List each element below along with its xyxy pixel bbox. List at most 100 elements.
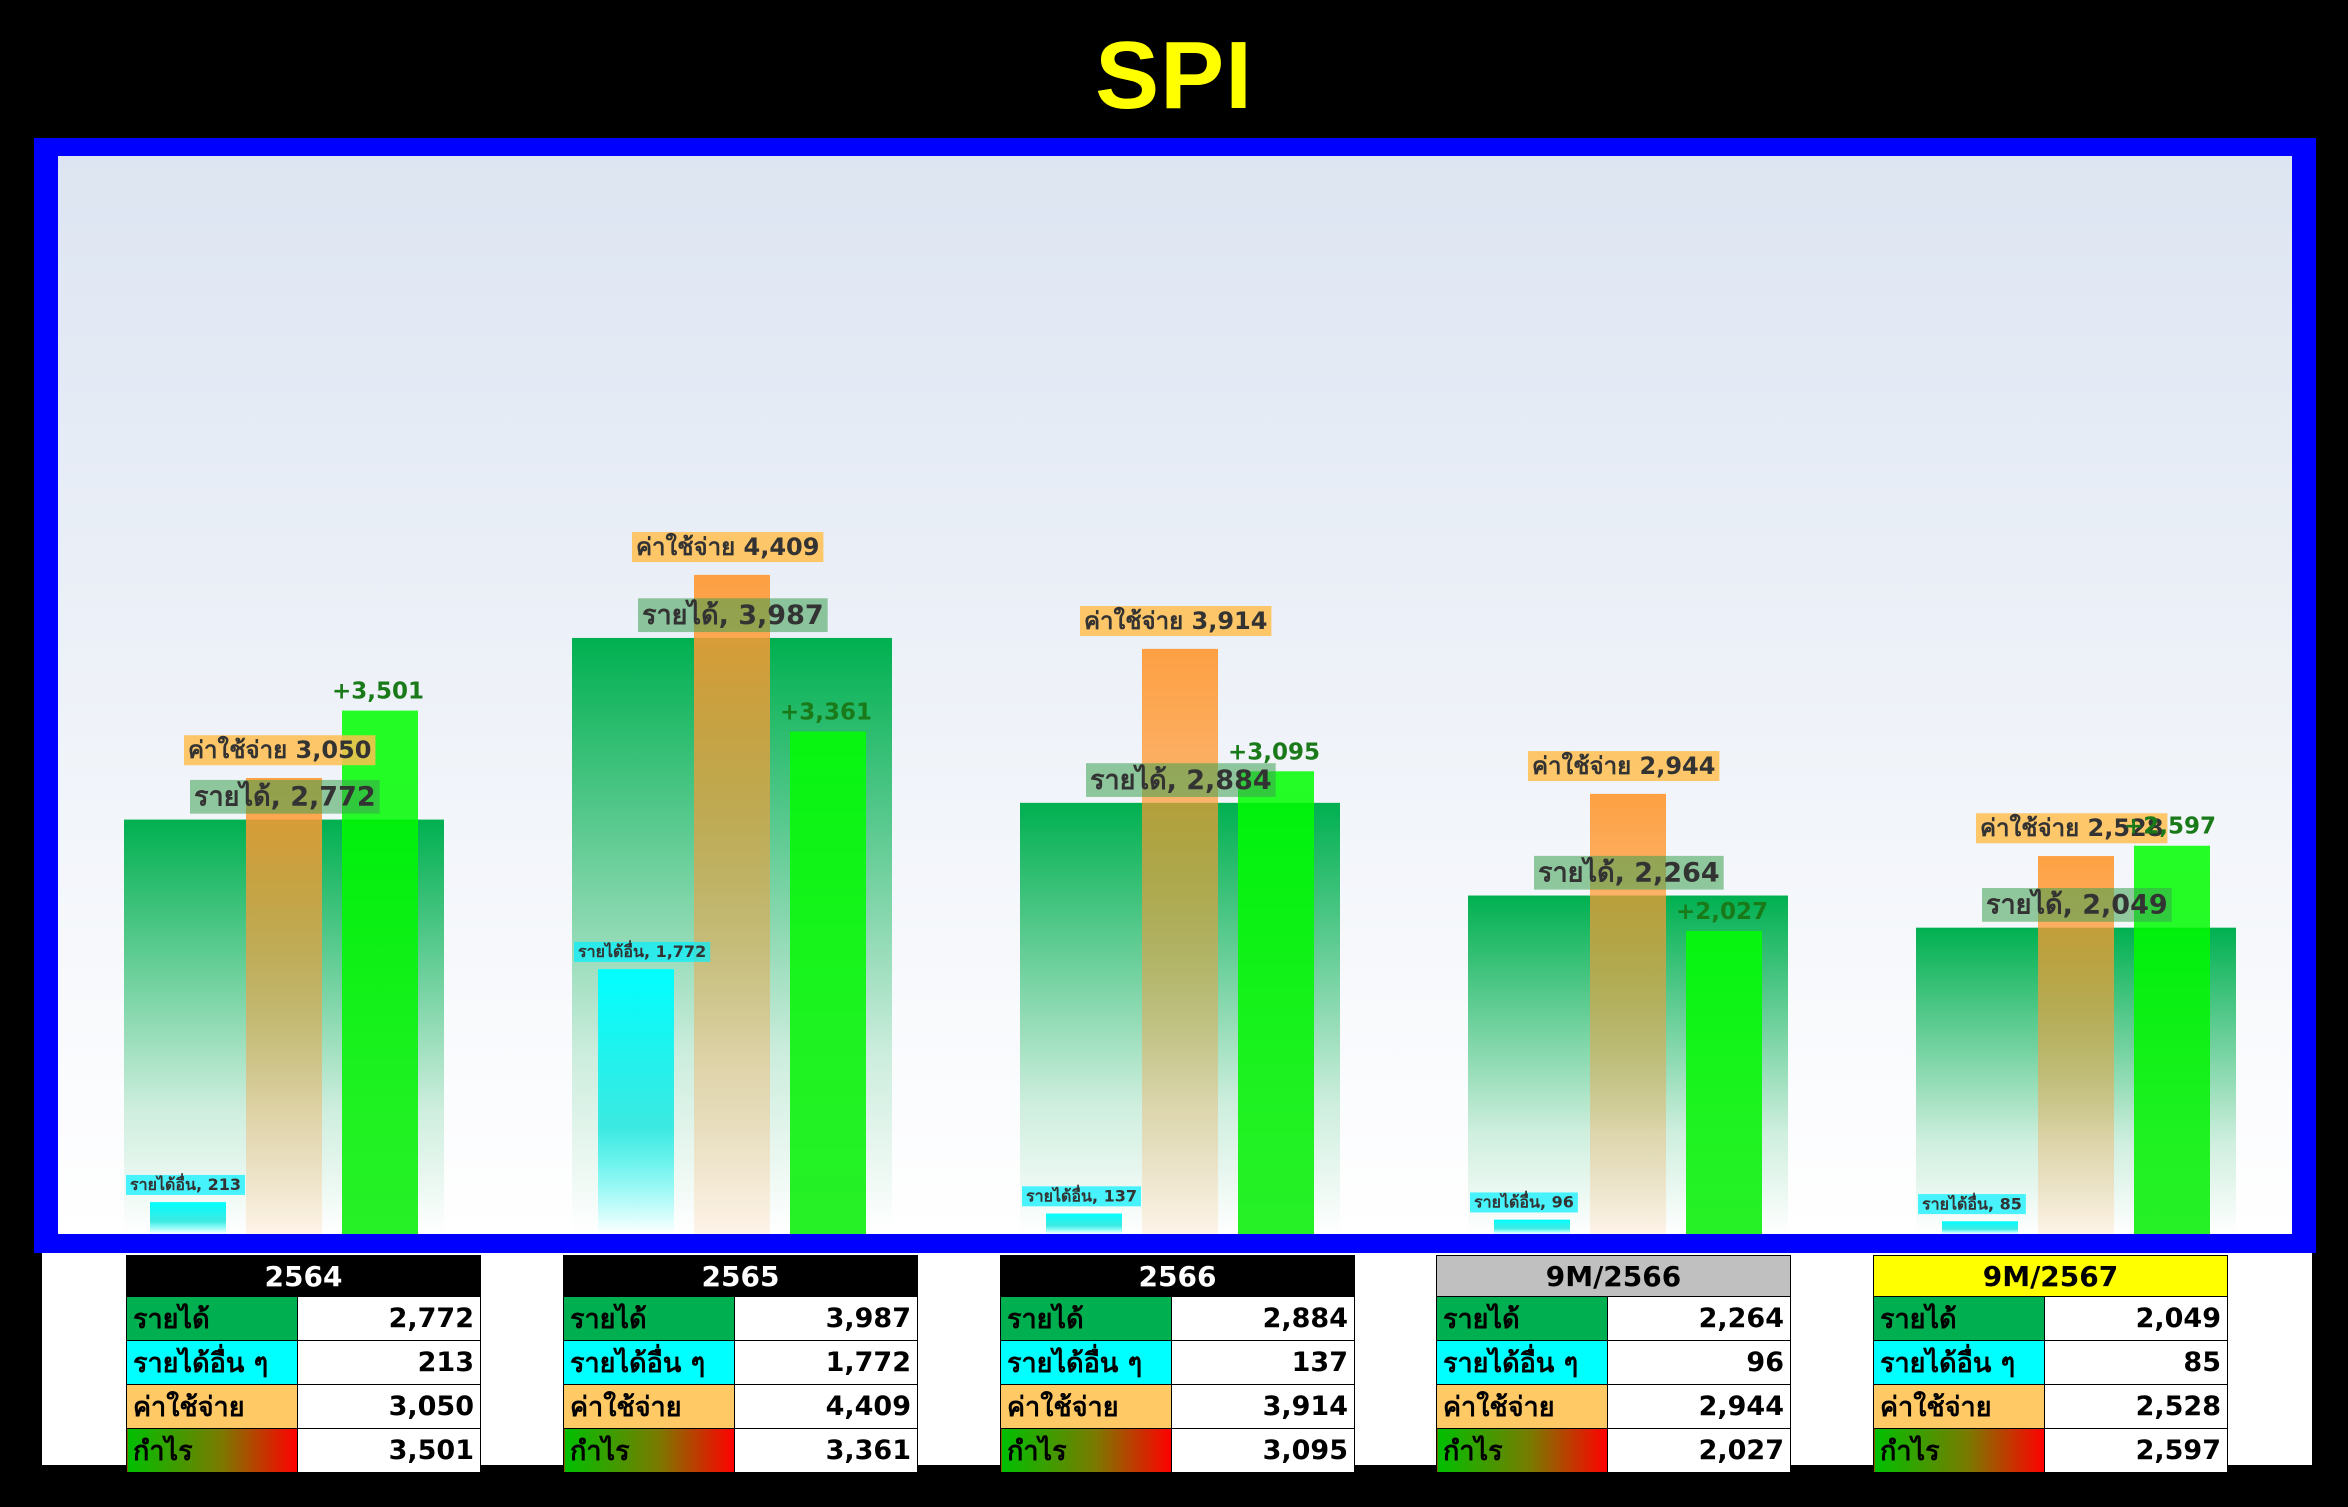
table-row: รายได้อื่น ๆ 1,772	[563, 1340, 918, 1385]
row-value: 3,914	[1171, 1384, 1355, 1429]
bar-chart: รายได้, 2,772 ค่าใช้จ่าย 3,050 รายได้อื่น,…	[58, 156, 2292, 1234]
row-label: กำไร	[1436, 1428, 1608, 1473]
profit-bar	[1238, 771, 1314, 1234]
other-income-data-label: รายได้อื่น, 137	[1026, 1185, 1137, 1206]
row-value: 2,528	[2044, 1384, 2228, 1429]
table-row: ค่าใช้จ่าย 3,914	[1000, 1384, 1355, 1429]
other-income-bar	[1046, 1213, 1122, 1234]
expense-data-label-bg	[1080, 606, 1272, 637]
profit-bar	[1686, 930, 1762, 1234]
summary-table: 2564 รายได้ 2,772 รายได้อื่น ๆ 213 ค่าใช้จ่าย…	[126, 1255, 481, 1473]
table-header: 2566	[1000, 1255, 1355, 1297]
row-label: ค่าใช้จ่าย	[126, 1384, 298, 1429]
row-label: กำไร	[1873, 1428, 2045, 1473]
expense-data-label: ค่าใช้จ่าย 3,050	[188, 735, 371, 764]
profit-data-label: +3,095	[1228, 739, 1320, 765]
table-row: กำไร 3,361	[563, 1428, 918, 1473]
other-income-data-label: รายได้อื่น, 213	[130, 1173, 241, 1194]
revenue-data-label-bg	[1982, 888, 2172, 922]
chart-frame: รายได้, 2,772 ค่าใช้จ่าย 3,050 รายได้อื่น,…	[34, 138, 2316, 1253]
expense-data-label-bg	[1528, 751, 1720, 782]
table-row: รายได้อื่น ๆ 85	[1873, 1340, 2228, 1385]
expense-bar	[694, 574, 770, 1234]
row-value: 3,361	[734, 1428, 918, 1473]
row-label: รายได้อื่น ๆ	[1000, 1340, 1172, 1385]
table-row: รายได้อื่น ๆ 213	[126, 1340, 481, 1385]
table-row: กำไร 2,027	[1436, 1428, 1791, 1473]
row-value: 213	[297, 1340, 481, 1385]
profit-data-label: +3,361	[780, 700, 872, 726]
row-label: ค่าใช้จ่าย	[1000, 1384, 1172, 1429]
revenue-data-label-bg	[1534, 855, 1724, 890]
expense-bar	[1142, 648, 1218, 1234]
table-row: รายได้ 2,884	[1000, 1296, 1355, 1341]
row-label: กำไร	[1000, 1428, 1172, 1473]
other-income-data-label: รายได้อื่น, 85	[1922, 1192, 2022, 1213]
table-row: รายได้ 2,264	[1436, 1296, 1791, 1341]
row-label: รายได้อื่น ๆ	[563, 1340, 735, 1385]
table-row: ค่าใช้จ่าย 3,050	[126, 1384, 481, 1429]
revenue-data-label-bg	[190, 779, 380, 814]
profit-data-label: +2,027	[1676, 899, 1768, 925]
expense-data-label-bg	[632, 532, 824, 563]
row-value: 96	[1607, 1340, 1791, 1385]
table-row: รายได้ 3,987	[563, 1296, 918, 1341]
row-label: รายได้	[1873, 1296, 2045, 1341]
summary-tables: 2564 รายได้ 2,772 รายได้อื่น ๆ 213 ค่าใช้จ่าย…	[42, 1253, 2312, 1473]
expense-bar	[246, 778, 322, 1234]
other-income-data-label-bg	[126, 1174, 245, 1195]
row-label: ค่าใช้จ่าย	[563, 1384, 735, 1429]
expense-data-label: ค่าใช้จ่าย 4,409	[636, 532, 819, 561]
row-value: 3,501	[297, 1428, 481, 1473]
table-row: กำไร 3,501	[126, 1428, 481, 1473]
row-value: 3,050	[297, 1384, 481, 1429]
other-income-data-label: รายได้อื่น, 1,772	[578, 940, 706, 961]
expense-data-label: ค่าใช้จ่าย 2,528	[1980, 813, 2163, 842]
summary-table: 9M/2566 รายได้ 2,264 รายได้อื่น ๆ 96 ค่าใช้จ่…	[1436, 1255, 1791, 1473]
revenue-data-label-bg	[1086, 763, 1276, 797]
table-header: 2564	[126, 1255, 481, 1297]
expense-data-label-bg	[1976, 813, 2168, 844]
expense-data-label: ค่าใช้จ่าย 2,944	[1532, 751, 1715, 780]
profit-bar	[790, 731, 866, 1234]
row-label: รายได้	[1000, 1296, 1172, 1341]
other-income-bar	[1494, 1219, 1570, 1234]
other-income-bar	[150, 1202, 226, 1234]
table-row: รายได้อื่น ๆ 96	[1436, 1340, 1791, 1385]
table-header: 9M/2566	[1436, 1255, 1791, 1297]
row-value: 4,409	[734, 1384, 918, 1429]
row-label: รายได้อื่น ๆ	[126, 1340, 298, 1385]
revenue-data-label: รายได้, 2,884	[1090, 764, 1272, 796]
table-row: รายได้ 2,049	[1873, 1296, 2228, 1341]
table-row: รายได้ 2,772	[126, 1296, 481, 1341]
row-value: 2,264	[1607, 1296, 1791, 1341]
other-income-bar	[1942, 1221, 2018, 1234]
summary-table: 2565 รายได้ 3,987 รายได้อื่น ๆ 1,772 ค่าใช้จ่…	[563, 1255, 918, 1473]
other-income-data-label-bg	[1022, 1186, 1141, 1207]
revenue-data-label: รายได้, 2,264	[1538, 857, 1720, 889]
row-label: รายได้	[1436, 1296, 1608, 1341]
row-value: 85	[2044, 1340, 2228, 1385]
revenue-data-label-bg	[638, 598, 828, 633]
row-label: รายได้	[563, 1296, 735, 1341]
row-value: 2,049	[2044, 1296, 2228, 1341]
row-value: 2,884	[1171, 1296, 1355, 1341]
table-header: 9M/2567	[1873, 1255, 2228, 1297]
row-value: 2,027	[1607, 1428, 1791, 1473]
revenue-data-label: รายได้, 2,049	[1986, 889, 2168, 921]
revenue-data-label: รายได้, 3,987	[642, 599, 824, 631]
row-label: กำไร	[126, 1428, 298, 1473]
summary-table: 9M/2567 รายได้ 2,049 รายได้อื่น ๆ 85 ค่าใช้จ่…	[1873, 1255, 2228, 1473]
row-label: ค่าใช้จ่าย	[1873, 1384, 2045, 1429]
row-label: รายได้อื่น ๆ	[1873, 1340, 2045, 1385]
chart-marks: รายได้, 2,772 ค่าใช้จ่าย 3,050 รายได้อื่น,…	[124, 532, 2236, 1234]
table-row: ค่าใช้จ่าย 4,409	[563, 1384, 918, 1429]
row-label: ค่าใช้จ่าย	[1436, 1384, 1608, 1429]
other-income-data-label: รายได้อื่น, 96	[1474, 1191, 1574, 1212]
table-row: ค่าใช้จ่าย 2,944	[1436, 1384, 1791, 1429]
row-label: กำไร	[563, 1428, 735, 1473]
row-value: 2,944	[1607, 1384, 1791, 1429]
summary-table: 2566 รายได้ 2,884 รายได้อื่น ๆ 137 ค่าใช้จ่าย…	[1000, 1255, 1355, 1473]
page-title: SPI	[1095, 22, 1253, 129]
row-value: 3,987	[734, 1296, 918, 1341]
